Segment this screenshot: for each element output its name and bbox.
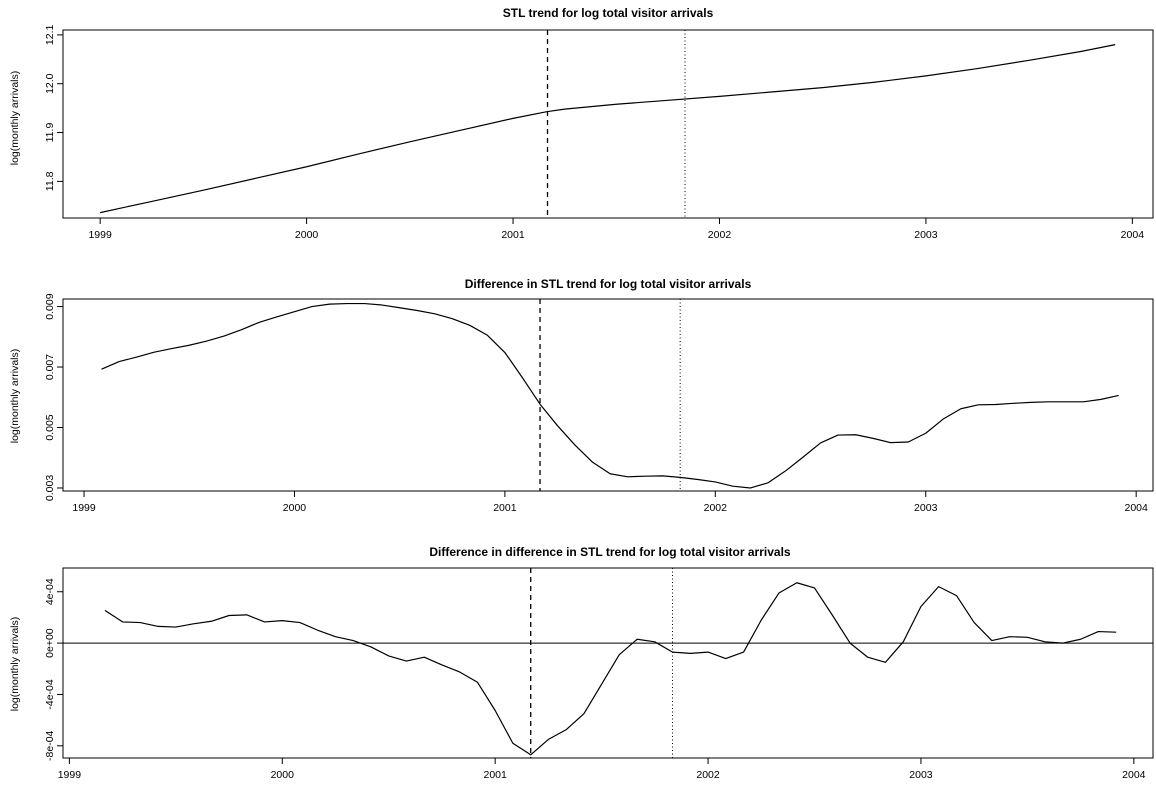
panel-2-x-axis: 1999 2000 2001 2002 2003 2004 (72, 491, 1148, 514)
panel-2-ytick-label: 0.005 (44, 414, 56, 440)
panel-1-y-axis: 11.8 11.9 12.0 12.1 (44, 25, 63, 191)
panel-1: STL trend for log total visitor arrivals… (9, 6, 1154, 241)
panel-1-xtick-label: 2002 (708, 229, 732, 241)
panel-1-xtick-label: 2001 (501, 229, 525, 241)
panel-2-xtick-label: 1999 (72, 502, 96, 514)
panel-1-reference-lines (546, 30, 686, 218)
panel-1-xtick-label: 2000 (295, 229, 319, 241)
panel-1-xtick-label: 1999 (88, 229, 112, 241)
panel-3-plot-frame (62, 567, 1154, 759)
panel-3-xtick-label: 2003 (909, 769, 933, 781)
panel-2-xtick-label: 2003 (914, 502, 938, 514)
panel-2-ytick-label: 0.007 (44, 354, 56, 380)
panel-3-xtick-label: 1999 (58, 769, 82, 781)
panel-3-ytick-label: 4e-04 (44, 578, 56, 605)
panel-3-ylabel: log(monthly arrivals) (9, 617, 21, 712)
panel-2-xtick-label: 2000 (283, 502, 307, 514)
panel-2-plot-frame (62, 298, 1154, 492)
panel-2-xtick-label: 2004 (1124, 502, 1148, 514)
panel-1-xtick-label: 2003 (914, 229, 938, 241)
panel-2-title: Difference in STL trend for log total vi… (465, 277, 752, 291)
panel-2-xtick-label: 2001 (493, 502, 517, 514)
panel-2-ytick-label: 0.009 (44, 293, 56, 319)
panel-3-x-axis: 1999 2000 2001 2002 2003 2004 (58, 758, 1146, 781)
panel-2-ylabel: log(monthly arrivals) (9, 349, 21, 444)
panel-3-xtick-label: 2001 (483, 769, 507, 781)
panel-1-ylabel: log(monthly arrivals) (9, 71, 21, 166)
panel-3-ytick-label: -8e-04 (44, 730, 56, 761)
panel-3: Difference in difference in STL trend fo… (9, 545, 1154, 781)
panel-1-ytick-label: 11.8 (44, 171, 56, 191)
panel-1-ytick-label: 12.0 (44, 73, 56, 94)
panel-2-reference-lines (539, 299, 681, 491)
panel-3-xtick-label: 2002 (696, 769, 720, 781)
panel-1-ytick-label: 12.1 (44, 25, 56, 46)
panel-2: Difference in STL trend for log total vi… (9, 277, 1154, 514)
panel-3-second-difference-line (104, 582, 1117, 756)
panel-2-xtick-label: 2002 (704, 502, 728, 514)
panel-1-x-axis: 1999 2000 2001 2002 2003 2004 (88, 218, 1144, 241)
panel-3-xtick-label: 2004 (1122, 769, 1146, 781)
panel-1-plot-frame (62, 29, 1154, 219)
panel-2-difference-line (101, 302, 1119, 489)
panel-2-y-axis: 0.003 0.005 0.007 0.009 (44, 293, 63, 501)
panel-1-trend-line (100, 44, 1116, 214)
panel-1-ytick-label: 11.9 (44, 123, 56, 143)
panel-3-reference-lines (63, 568, 1153, 758)
panel-3-xtick-label: 2000 (271, 769, 295, 781)
panel-1-title: STL trend for log total visitor arrivals (503, 6, 714, 20)
panel-3-title: Difference in difference in STL trend fo… (429, 545, 791, 559)
panel-3-ytick-label: -4e-04 (44, 679, 56, 710)
panel-1-xtick-label: 2004 (1121, 229, 1145, 241)
panel-2-ytick-label: 0.003 (44, 475, 56, 501)
panel-3-ytick-label: 0e+00 (44, 628, 56, 658)
panel-3-y-axis: -8e-04 -4e-04 0e+00 4e-04 (44, 578, 63, 761)
